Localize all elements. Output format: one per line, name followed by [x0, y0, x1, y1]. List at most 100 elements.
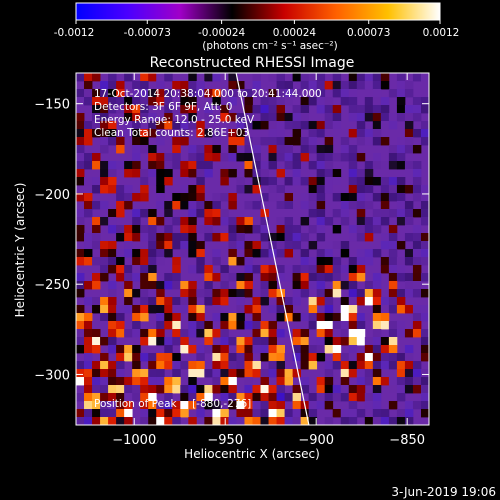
- heatmap-cell: [388, 113, 398, 122]
- heatmap-cell: [260, 177, 269, 186]
- heatmap-cell: [332, 153, 342, 162]
- heatmap-cell: [372, 113, 382, 122]
- heatmap-cell: [332, 329, 342, 338]
- heatmap-cell: [300, 321, 310, 330]
- heatmap-cell: [156, 401, 165, 410]
- heatmap-cell: [100, 249, 109, 258]
- heatmap-cell: [124, 249, 133, 258]
- heatmap-cell: [148, 289, 157, 298]
- heatmap-cell: [132, 313, 141, 322]
- heatmap-cell: [204, 145, 213, 154]
- heatmap-cell: [244, 409, 253, 418]
- heatmap-cell: [276, 145, 285, 154]
- heatmap-cell: [132, 97, 141, 106]
- heatmap-cell: [356, 73, 366, 82]
- heatmap-cell: [356, 361, 366, 370]
- heatmap-cell: [380, 121, 390, 130]
- heatmap-cell: [356, 233, 366, 242]
- heatmap-cell: [204, 265, 213, 274]
- heatmap-cell: [252, 137, 261, 146]
- heatmap-cell: [284, 177, 294, 186]
- heatmap-cell: [212, 209, 221, 218]
- heatmap-cell: [396, 137, 406, 146]
- heatmap-cell: [164, 89, 173, 98]
- heatmap-cell: [372, 305, 382, 314]
- heatmap-cell: [236, 321, 245, 330]
- heatmap-cell: [244, 185, 253, 194]
- heatmap-cell: [140, 369, 149, 378]
- heatmap-cell: [252, 385, 261, 394]
- heatmap-cell: [380, 241, 390, 250]
- heatmap-cell: [324, 249, 334, 258]
- heatmap-cell: [364, 401, 374, 410]
- heatmap-cell: [148, 177, 157, 186]
- heatmap-cell: [364, 81, 374, 90]
- heatmap-cell: [364, 97, 374, 106]
- heatmap-cell: [236, 137, 245, 146]
- heatmap-cell: [372, 161, 382, 170]
- heatmap-cell: [316, 385, 326, 394]
- heatmap-cell: [212, 137, 221, 146]
- heatmap-cell: [108, 177, 117, 186]
- footer-date: 3-Jun-2019 19:06: [391, 485, 496, 499]
- heatmap-cell: [356, 353, 366, 362]
- heatmap-cell: [356, 113, 366, 122]
- heatmap-cell: [172, 297, 181, 306]
- heatmap-cell: [308, 161, 318, 170]
- heatmap-cell: [364, 185, 374, 194]
- heatmap-cell: [268, 193, 277, 202]
- heatmap-cell: [100, 393, 109, 402]
- heatmap-cell: [364, 353, 374, 362]
- heatmap-cell: [196, 177, 205, 186]
- heatmap-cell: [284, 97, 294, 106]
- heatmap-cell: [172, 273, 181, 282]
- heatmap-cell: [148, 257, 157, 266]
- heatmap-cell: [132, 193, 141, 202]
- heatmap-cell: [172, 377, 181, 386]
- heatmap-cell: [92, 113, 101, 122]
- heatmap-cell: [356, 209, 366, 218]
- heatmap-cell: [116, 249, 125, 258]
- annotations: 17-Oct-2014 20:38:04.000 to 20:41:44.000…: [94, 88, 322, 410]
- heatmap-cell: [268, 345, 277, 354]
- heatmap-cell: [84, 81, 93, 90]
- heatmap-cell: [100, 385, 109, 394]
- heatmap-cell: [308, 129, 318, 138]
- heatmap-cell: [116, 185, 125, 194]
- heatmap-cell: [164, 361, 173, 370]
- heatmap-cell: [364, 281, 374, 290]
- heatmap-cell: [404, 273, 414, 282]
- heatmap-cell: [252, 329, 261, 338]
- heatmap-cell: [156, 417, 165, 425]
- heatmap-cell: [156, 177, 165, 186]
- heatmap-cell: [84, 369, 93, 378]
- heatmap-cell: [404, 289, 414, 298]
- heatmap-cell: [388, 257, 398, 266]
- heatmap-cell: [228, 361, 237, 370]
- heatmap-cell: [148, 97, 157, 106]
- heatmap-cell: [108, 337, 117, 346]
- heatmap-cell: [412, 105, 422, 114]
- heatmap-cell: [340, 145, 350, 154]
- heatmap-cell: [388, 417, 398, 425]
- heatmap-cell: [292, 169, 302, 178]
- heatmap-cell: [316, 393, 326, 402]
- heatmap-cell: [92, 89, 101, 98]
- heatmap-cell: [364, 177, 374, 186]
- heatmap-cell: [212, 257, 221, 266]
- heatmap-cell: [404, 369, 414, 378]
- heatmap-cell: [228, 201, 237, 210]
- colorbar-tick-label: -0.0012: [54, 27, 95, 39]
- heatmap-cell: [332, 257, 342, 266]
- heatmap-cell: [124, 129, 133, 138]
- heatmap-cell: [116, 369, 125, 378]
- heatmap-cell: [316, 161, 326, 170]
- heatmap-cell: [156, 369, 165, 378]
- heatmap-cell: [236, 153, 245, 162]
- heatmap-cell: [76, 209, 85, 218]
- heatmap-cell: [172, 313, 181, 322]
- heatmap-cell: [308, 417, 318, 425]
- heatmap-cell: [396, 217, 406, 226]
- heatmap-cell: [300, 233, 310, 242]
- heatmap-cell: [100, 361, 109, 370]
